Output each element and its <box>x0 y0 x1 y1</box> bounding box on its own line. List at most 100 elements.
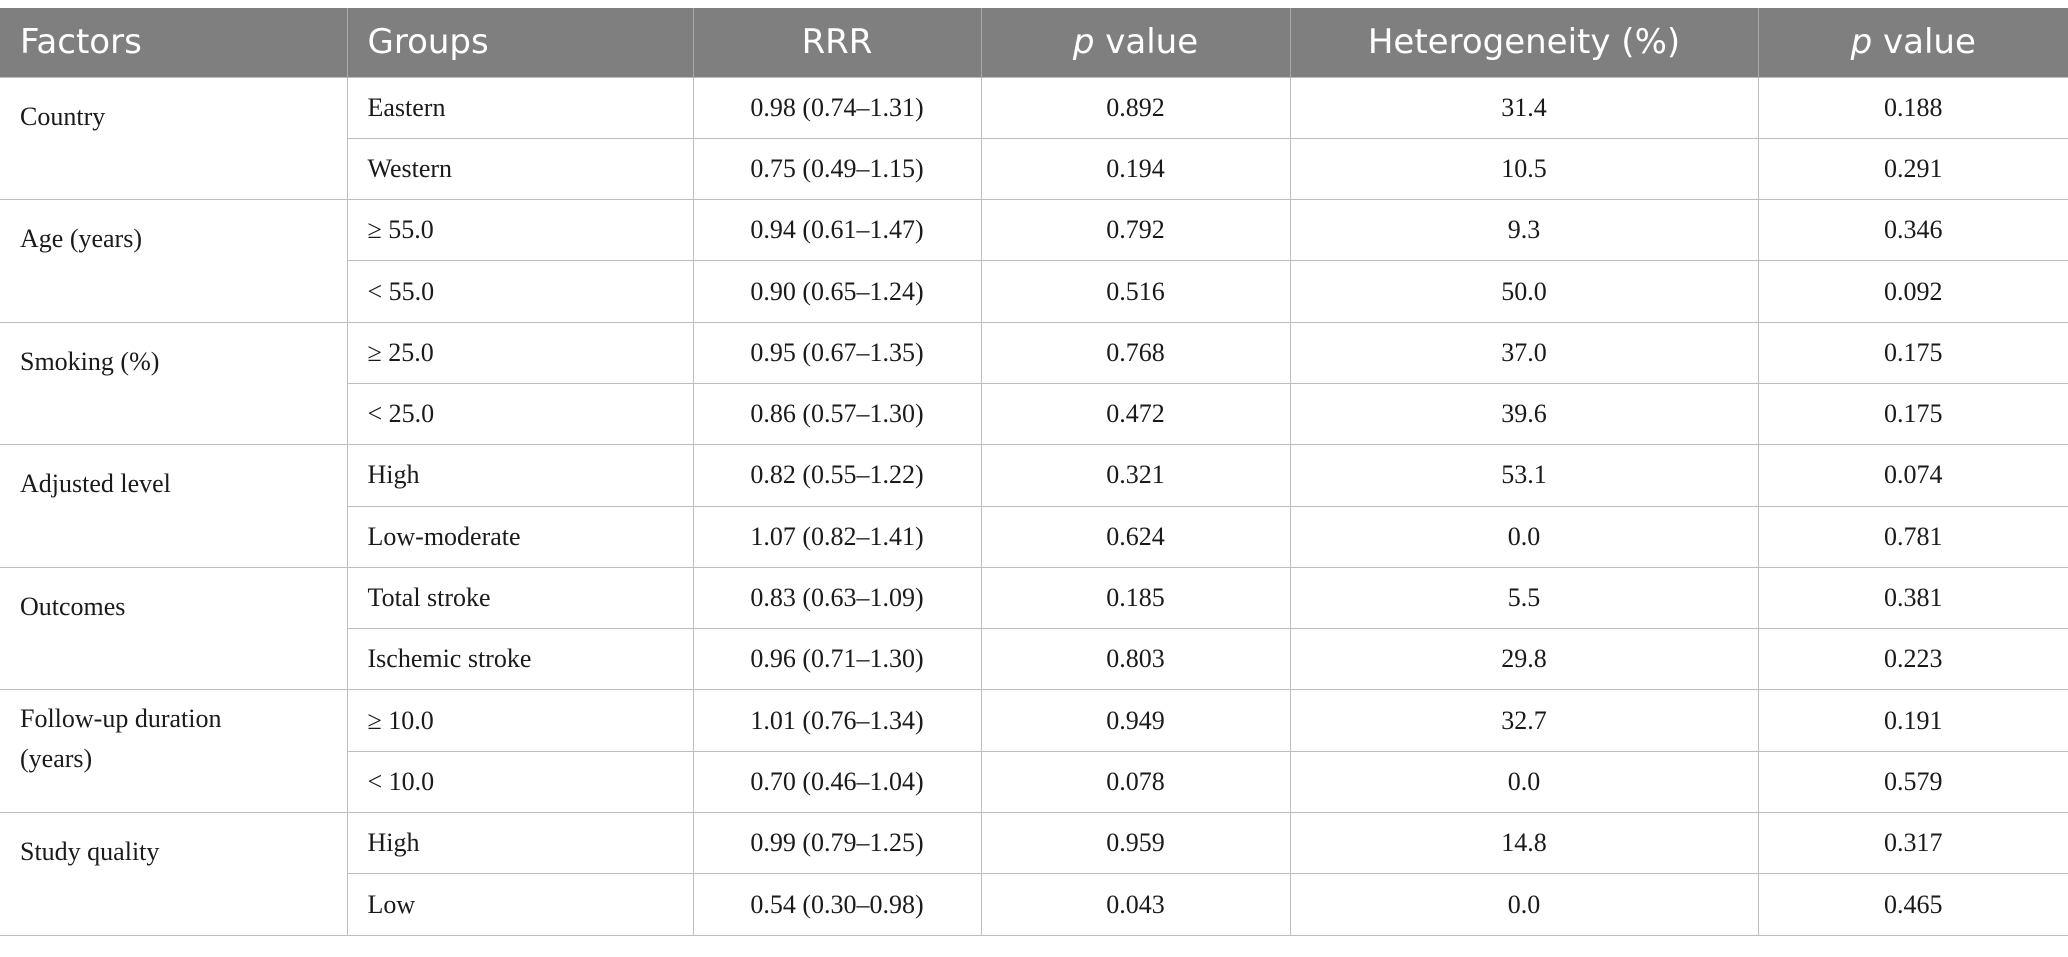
factor-cell: Outcomes <box>0 566 348 691</box>
header-row: Factors Groups RRR p value Heterogeneity… <box>0 8 2068 77</box>
p-value-cell: 0.803 <box>980 628 1291 691</box>
table-row: Adjusted level High 0.82 (0.55–1.22) 0.3… <box>0 444 2068 568</box>
p-value-cell: 0.078 <box>980 750 1291 814</box>
group-cell: Western <box>347 137 694 201</box>
table-row: Low 0.54 (0.30–0.98) 0.043 0.0 0.465 <box>0 873 2068 936</box>
heterogeneity-cell: 39.6 <box>1289 382 1759 446</box>
table-row: Smoking (%) ≥ 25.0 0.95 (0.67–1.35) 0.76… <box>0 321 2068 446</box>
header-p-value-heterogeneity: p value <box>1757 8 2068 77</box>
heterogeneity-p-cell: 0.223 <box>1757 628 2068 691</box>
group-cell: < 25.0 <box>347 382 694 446</box>
factor-cell: Study quality <box>0 812 348 936</box>
heterogeneity-cell: 9.3 <box>1289 199 1759 262</box>
rrr-cell: 1.07 (0.82–1.41) <box>692 505 982 568</box>
header-p-rest: value <box>1094 22 1199 63</box>
table-row: Outcomes Total stroke 0.83 (0.63–1.09) 0… <box>0 566 2068 691</box>
group-cell: Ischemic stroke <box>347 628 694 691</box>
p-value-cell: 0.321 <box>980 444 1291 507</box>
heterogeneity-p-cell: 0.381 <box>1757 566 2068 630</box>
p-value-cell: 0.792 <box>980 199 1291 262</box>
factor-cell: Country <box>0 76 348 201</box>
rrr-cell: 0.83 (0.63–1.09) <box>692 566 982 630</box>
group-cell: ≥ 55.0 <box>346 199 694 262</box>
header-rrr: RRR <box>692 8 981 77</box>
heterogeneity-cell: 0.0 <box>1289 750 1759 814</box>
header-heterogeneity: Heterogeneity (%) <box>1289 8 1758 77</box>
rrr-cell: 0.75 (0.49–1.15) <box>692 137 982 201</box>
p-value-cell: 0.516 <box>980 260 1291 323</box>
table-row: Ischemic stroke 0.96 (0.71–1.30) 0.803 2… <box>0 628 2068 691</box>
group-cell: Low <box>347 873 694 936</box>
heterogeneity-p-cell: 0.781 <box>1757 505 2068 568</box>
p-value-cell: 0.043 <box>980 873 1291 936</box>
factor-cell: Adjusted level <box>0 444 348 568</box>
rrr-cell: 0.98 (0.74–1.31) <box>692 76 982 139</box>
heterogeneity-cell: 10.5 <box>1289 137 1759 201</box>
group-cell: Total stroke <box>346 566 694 630</box>
heterogeneity-p-cell: 0.465 <box>1757 873 2068 936</box>
heterogeneity-p-cell: 0.092 <box>1757 260 2068 323</box>
p-value-cell: 0.624 <box>980 505 1291 568</box>
factor-line-2: (years) <box>20 744 93 774</box>
group-cell: High <box>346 812 694 875</box>
header-groups: Groups <box>346 8 693 77</box>
subgroup-analysis-table: Factors Groups RRR p value Heterogeneity… <box>0 8 2068 936</box>
header-p2-rest: value <box>1872 22 1976 63</box>
table-header: Factors Groups RRR p value Heterogeneity… <box>0 8 2068 77</box>
heterogeneity-p-cell: 0.188 <box>1757 76 2068 139</box>
group-cell: < 55.0 <box>347 260 694 323</box>
heterogeneity-p-cell: 0.175 <box>1757 321 2068 384</box>
p-value-cell: 0.949 <box>980 689 1291 752</box>
heterogeneity-p-cell: 0.579 <box>1757 750 2068 814</box>
heterogeneity-cell: 32.7 <box>1289 689 1759 752</box>
rrr-cell: 0.82 (0.55–1.22) <box>692 444 982 507</box>
rrr-cell: 0.90 (0.65–1.24) <box>692 260 982 323</box>
p-value-cell: 0.194 <box>980 137 1291 201</box>
heterogeneity-p-cell: 0.191 <box>1757 689 2068 752</box>
header-factors: Factors <box>0 8 347 77</box>
heterogeneity-cell: 29.8 <box>1289 628 1759 691</box>
heterogeneity-cell: 37.0 <box>1289 321 1759 384</box>
rrr-cell: 0.70 (0.46–1.04) <box>692 750 982 814</box>
rrr-cell: 0.99 (0.79–1.25) <box>692 812 982 875</box>
factor-cell: Smoking (%) <box>0 321 348 446</box>
heterogeneity-cell: 0.0 <box>1289 873 1759 936</box>
heterogeneity-cell: 14.8 <box>1289 812 1759 875</box>
table-row: Age (years) ≥ 55.0 0.94 (0.61–1.47) 0.79… <box>0 199 2068 323</box>
rrr-cell: 0.95 (0.67–1.35) <box>692 321 982 384</box>
header-p2-italic: p <box>1850 22 1873 63</box>
p-value-cell: 0.472 <box>980 382 1291 446</box>
table-row: Western 0.75 (0.49–1.15) 0.194 10.5 0.29… <box>0 137 2068 201</box>
table-row: < 10.0 0.70 (0.46–1.04) 0.078 0.0 0.579 <box>0 750 2068 814</box>
heterogeneity-cell: 0.0 <box>1289 505 1759 568</box>
rrr-cell: 0.96 (0.71–1.30) <box>692 628 982 691</box>
heterogeneity-cell: 50.0 <box>1289 260 1759 323</box>
table-row: < 25.0 0.86 (0.57–1.30) 0.472 39.6 0.175 <box>0 382 2068 446</box>
group-cell: Eastern <box>346 76 694 139</box>
rrr-cell: 0.54 (0.30–0.98) <box>692 873 982 936</box>
group-cell: Low-moderate <box>347 505 694 568</box>
table-row: Study quality High 0.99 (0.79–1.25) 0.95… <box>0 812 2068 936</box>
heterogeneity-p-cell: 0.346 <box>1757 199 2068 262</box>
p-value-cell: 0.892 <box>980 76 1291 139</box>
rrr-cell: 0.86 (0.57–1.30) <box>692 382 982 446</box>
table-row: < 55.0 0.90 (0.65–1.24) 0.516 50.0 0.092 <box>0 260 2068 323</box>
group-cell: ≥ 10.0 <box>346 689 694 752</box>
factor-cell: Follow-up duration (years) <box>0 689 348 814</box>
p-value-cell: 0.768 <box>980 321 1291 384</box>
factor-line-1: Follow-up duration <box>20 704 222 734</box>
heterogeneity-cell: 5.5 <box>1289 566 1759 630</box>
heterogeneity-cell: 53.1 <box>1289 444 1759 507</box>
group-cell: ≥ 25.0 <box>346 321 694 384</box>
heterogeneity-p-cell: 0.317 <box>1757 812 2068 875</box>
header-p-italic: p <box>1072 22 1095 63</box>
table-body: Country Eastern 0.98 (0.74–1.31) 0.892 3… <box>0 76 2068 936</box>
table-row: Country Eastern 0.98 (0.74–1.31) 0.892 3… <box>0 76 2068 201</box>
heterogeneity-p-cell: 0.175 <box>1757 382 2068 446</box>
group-cell: < 10.0 <box>347 750 694 814</box>
table-row: Follow-up duration (years) ≥ 10.0 1.01 (0… <box>0 689 2068 814</box>
heterogeneity-cell: 31.4 <box>1289 76 1759 139</box>
header-p-value: p value <box>980 8 1290 77</box>
p-value-cell: 0.959 <box>980 812 1291 875</box>
rrr-cell: 0.94 (0.61–1.47) <box>692 199 982 262</box>
